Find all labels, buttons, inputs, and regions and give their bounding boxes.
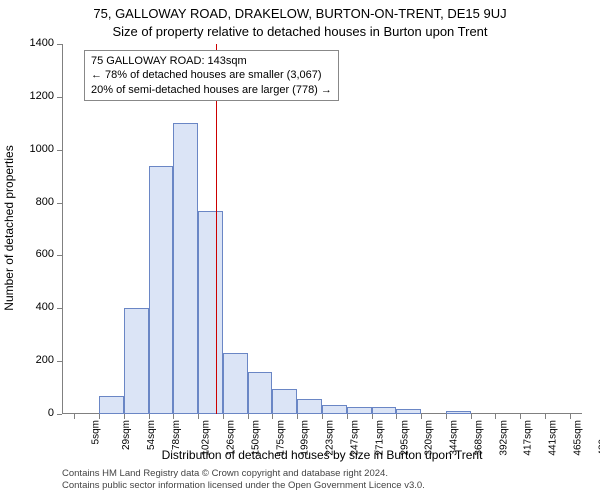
x-tick-label: 5sqm <box>91 420 102 444</box>
x-tick-mark <box>149 414 150 419</box>
histogram-bar <box>173 123 198 414</box>
y-tick-label: 800 <box>36 196 54 208</box>
annotation-line-2: ← 78% of detached houses are smaller (3,… <box>91 68 332 82</box>
x-tick-mark <box>124 414 125 419</box>
x-tick-mark <box>545 414 546 419</box>
y-tick-mark <box>57 361 62 362</box>
y-tick-label: 1200 <box>30 90 54 102</box>
x-tick-mark <box>248 414 249 419</box>
y-tick-mark <box>57 308 62 309</box>
x-tick-mark <box>421 414 422 419</box>
x-tick-mark <box>297 414 298 419</box>
footer-line-2: Contains public sector information licen… <box>62 480 582 492</box>
histogram-bar <box>198 211 223 415</box>
footer-line-1: Contains HM Land Registry data © Crown c… <box>62 468 582 480</box>
histogram-bar <box>272 389 297 414</box>
histogram-bar <box>223 353 248 414</box>
histogram-bar <box>347 407 372 414</box>
x-tick-mark <box>198 414 199 419</box>
histogram-bar <box>446 411 471 414</box>
histogram-bar <box>124 308 149 414</box>
x-tick-mark <box>74 414 75 419</box>
page-title-description: Size of property relative to detached ho… <box>0 24 600 39</box>
y-tick-mark <box>57 150 62 151</box>
histogram-bar <box>322 405 347 414</box>
x-tick-mark <box>446 414 447 419</box>
y-tick-mark <box>57 44 62 45</box>
histogram-bar <box>372 407 397 414</box>
x-tick-mark <box>99 414 100 419</box>
y-axis-label-container: Number of detached properties <box>4 44 20 414</box>
histogram-bar <box>149 166 174 414</box>
annotation-line-1: 75 GALLOWAY ROAD: 143sqm <box>91 54 332 68</box>
y-tick-label: 1000 <box>30 143 54 155</box>
x-tick-mark <box>272 414 273 419</box>
x-tick-mark <box>372 414 373 419</box>
x-axis-label: Distribution of detached houses by size … <box>62 448 582 462</box>
y-tick-label: 0 <box>48 407 54 419</box>
y-axis-label: Number of detached properties <box>2 43 16 413</box>
histogram-bar <box>297 399 322 414</box>
x-tick-mark <box>347 414 348 419</box>
x-tick-mark <box>223 414 224 419</box>
y-tick-mark <box>57 414 62 415</box>
page-title-address: 75, GALLOWAY ROAD, DRAKELOW, BURTON-ON-T… <box>0 6 600 21</box>
x-tick-mark <box>322 414 323 419</box>
x-tick-mark <box>396 414 397 419</box>
histogram-bar <box>396 409 421 414</box>
histogram-plot-area: 02004006008001000120014005sqm29sqm54sqm7… <box>62 44 582 414</box>
annotation-line-3: 20% of semi-detached houses are larger (… <box>91 83 332 97</box>
x-tick-label: 78sqm <box>171 420 182 450</box>
y-tick-label: 200 <box>36 354 54 366</box>
x-tick-label: 29sqm <box>121 420 132 450</box>
y-tick-mark <box>57 255 62 256</box>
attribution-footer: Contains HM Land Registry data © Crown c… <box>62 468 582 492</box>
x-tick-mark <box>570 414 571 419</box>
y-tick-label: 600 <box>36 248 54 260</box>
x-tick-mark <box>173 414 174 419</box>
x-tick-mark <box>520 414 521 419</box>
x-tick-label: 54sqm <box>146 420 157 450</box>
y-tick-mark <box>57 97 62 98</box>
y-tick-label: 400 <box>36 301 54 313</box>
x-tick-mark <box>471 414 472 419</box>
annotation-box: 75 GALLOWAY ROAD: 143sqm← 78% of detache… <box>84 50 339 101</box>
y-tick-mark <box>57 203 62 204</box>
y-tick-label: 1400 <box>30 37 54 49</box>
x-tick-mark <box>495 414 496 419</box>
histogram-bar <box>99 396 124 415</box>
histogram-bar <box>248 372 273 414</box>
